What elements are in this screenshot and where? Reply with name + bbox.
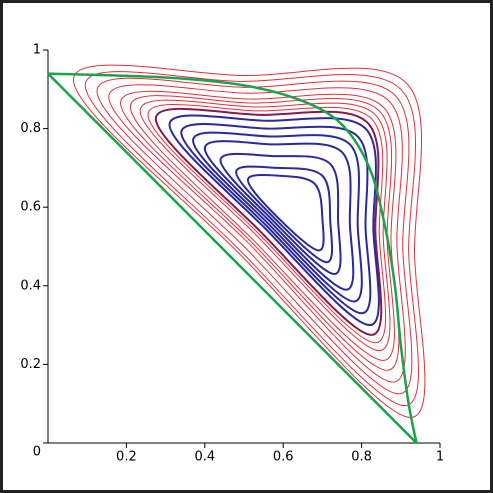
x-tick-label: 0.8 xyxy=(351,450,372,465)
contour-line xyxy=(96,77,413,395)
contour-line xyxy=(219,152,342,276)
x-tick-label: 1 xyxy=(436,450,444,465)
x-tick-label: 0.6 xyxy=(273,450,294,465)
y-tick-label: 0.8 xyxy=(20,121,41,136)
contour-line xyxy=(108,84,406,383)
x-tick-label: 0.4 xyxy=(194,450,215,465)
contour-line xyxy=(180,123,372,315)
y-tick-label: 0.6 xyxy=(20,200,41,215)
boundary-line xyxy=(47,72,418,444)
y-tick-label: 0.2 xyxy=(20,357,41,372)
boundary-line xyxy=(47,72,418,444)
plot-area: 0.2 0.4 0.6 0.8 1 0 0.2 0.4 0.6 0.8 1 xyxy=(20,43,444,465)
contour-line xyxy=(72,64,426,418)
contour-line xyxy=(120,90,400,371)
contour-line xyxy=(168,114,380,327)
contour-line xyxy=(246,173,325,252)
contour-line xyxy=(235,165,334,264)
contour-line xyxy=(147,104,387,344)
contour-line xyxy=(84,71,419,407)
y-tick-label: 0.4 xyxy=(20,278,41,293)
contour-line xyxy=(203,140,355,291)
contour-line xyxy=(192,131,363,303)
contour-line xyxy=(154,107,383,336)
x-tick-label: 0.2 xyxy=(116,450,137,465)
contour-line xyxy=(139,99,391,352)
y-tick-label: 0 xyxy=(33,445,41,460)
contour-line xyxy=(129,95,395,361)
y-tick-label: 1 xyxy=(33,43,41,58)
